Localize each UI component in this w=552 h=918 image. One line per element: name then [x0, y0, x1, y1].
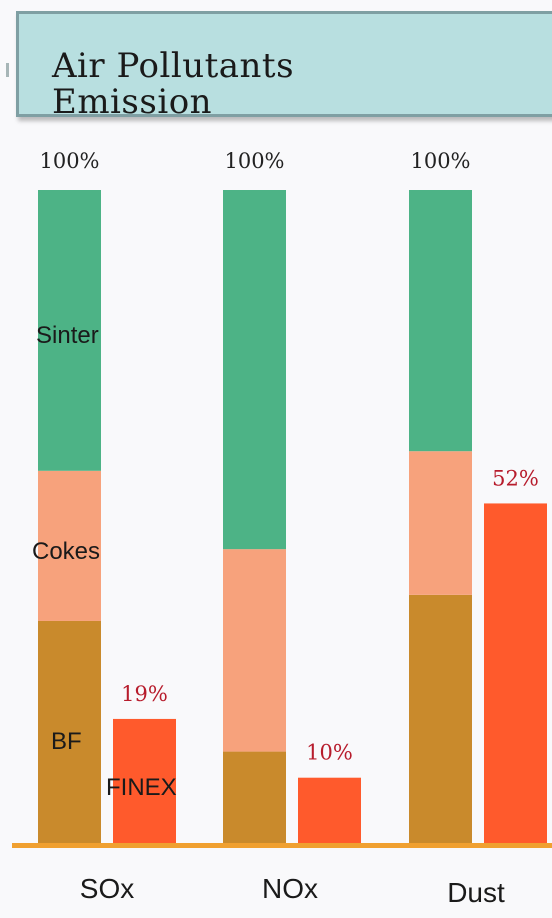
chart-title: Air Pollutants Emission [52, 46, 295, 122]
total-label-sox: 100% [39, 149, 99, 173]
category-label-dust: Dust [447, 877, 505, 908]
stacked-bar-sinter-dust [409, 190, 472, 452]
stacked-bar-bf-nox [223, 751, 286, 843]
stacked-bar-sinter-sox [38, 190, 101, 471]
finex-value-label-nox: 10% [306, 741, 353, 765]
stacked-bar-cokes-sox [38, 470, 101, 621]
stacked-bar-bf-sox [38, 620, 101, 843]
finex-bar-dust [484, 503, 547, 843]
category-label-nox: NOx [262, 873, 318, 904]
segment-label-finex: FINEX [106, 774, 177, 801]
title-box [16, 11, 552, 117]
segment-label-sinter: Sinter [36, 322, 99, 349]
x-axis-baseline [12, 843, 552, 848]
total-label-dust: 100% [410, 149, 470, 173]
total-label-nox: 100% [224, 149, 284, 173]
stacked-bar-bf-dust [409, 594, 472, 843]
finex-value-label-dust: 52% [492, 466, 539, 490]
segment-label-bf: BF [51, 728, 82, 755]
finex-bar-nox [298, 777, 361, 843]
finex-value-label-sox: 19% [121, 682, 168, 706]
category-label-sox: SOx [80, 873, 134, 904]
decorative-mark [6, 63, 9, 77]
stacked-bar-sinter-nox [223, 190, 286, 550]
stacked-bar-cokes-dust [409, 451, 472, 595]
segment-label-cokes: Cokes [32, 538, 100, 565]
finex-bar-sox [113, 718, 176, 843]
stacked-bar-cokes-nox [223, 549, 286, 752]
